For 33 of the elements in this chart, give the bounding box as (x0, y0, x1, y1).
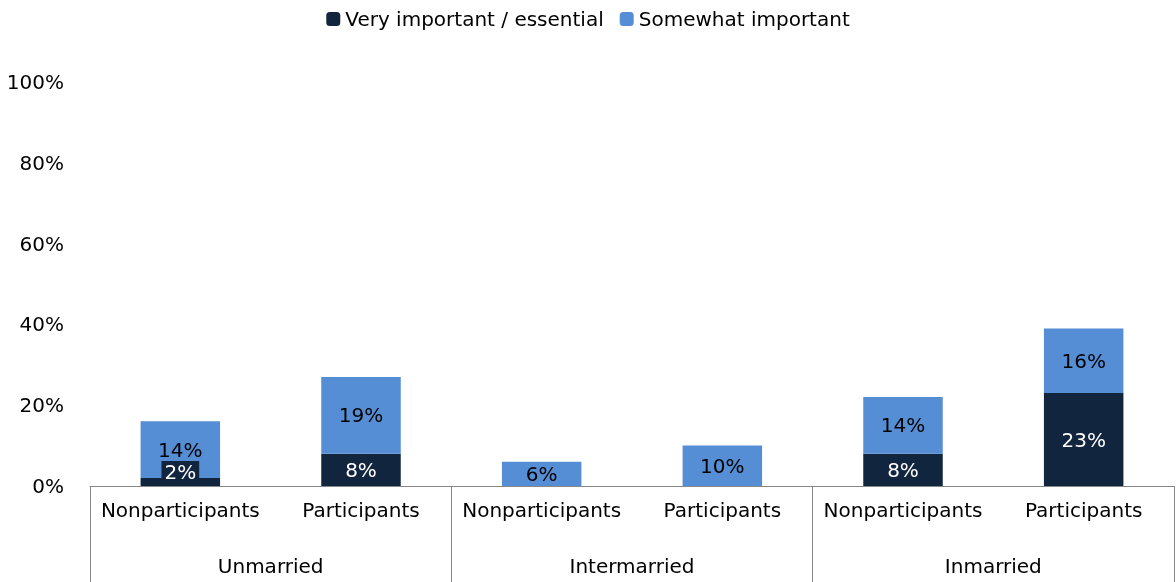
data-label: 19% (338, 403, 384, 428)
y-tick-label: 40% (19, 312, 64, 337)
y-tick-label: 0% (32, 474, 64, 498)
data-label: 23% (1061, 427, 1106, 452)
y-tick-label: 20% (19, 393, 64, 418)
bar (321, 453, 401, 486)
text: Inmarried (944, 554, 1042, 578)
data-label: 14% (158, 437, 203, 462)
x-tick-label: Nonparticipants (823, 498, 983, 522)
data-label: 10% (700, 453, 745, 478)
x-tick-label: Nonparticipants (462, 498, 622, 522)
x-tick-label: Nonparticipants (100, 498, 260, 522)
x-tick-label: Participants (302, 498, 420, 522)
bar (863, 453, 943, 486)
bar (863, 397, 943, 454)
text: Unmarried (217, 554, 324, 578)
data-label: 14% (880, 413, 926, 438)
bar (1043, 393, 1124, 486)
text: Intermarried (569, 554, 695, 578)
bar (1043, 328, 1124, 394)
legend-label: Somewhat important (638, 7, 850, 31)
y-tick-label: 80% (19, 150, 64, 175)
data-label: 6% (525, 461, 558, 486)
y-tick-label: 100% (6, 70, 64, 94)
data-label: 8% (887, 457, 919, 482)
x-tick-label: Participants (663, 498, 782, 522)
legend-label: Very important / essential (345, 7, 604, 31)
x-tick-label: Participants (1024, 498, 1143, 522)
y-tick-label: 60% (19, 231, 64, 256)
data-label: 8% (345, 457, 377, 482)
bar (321, 376, 401, 454)
data-label: 16% (1061, 348, 1106, 373)
data-label: 2% (164, 460, 197, 484)
